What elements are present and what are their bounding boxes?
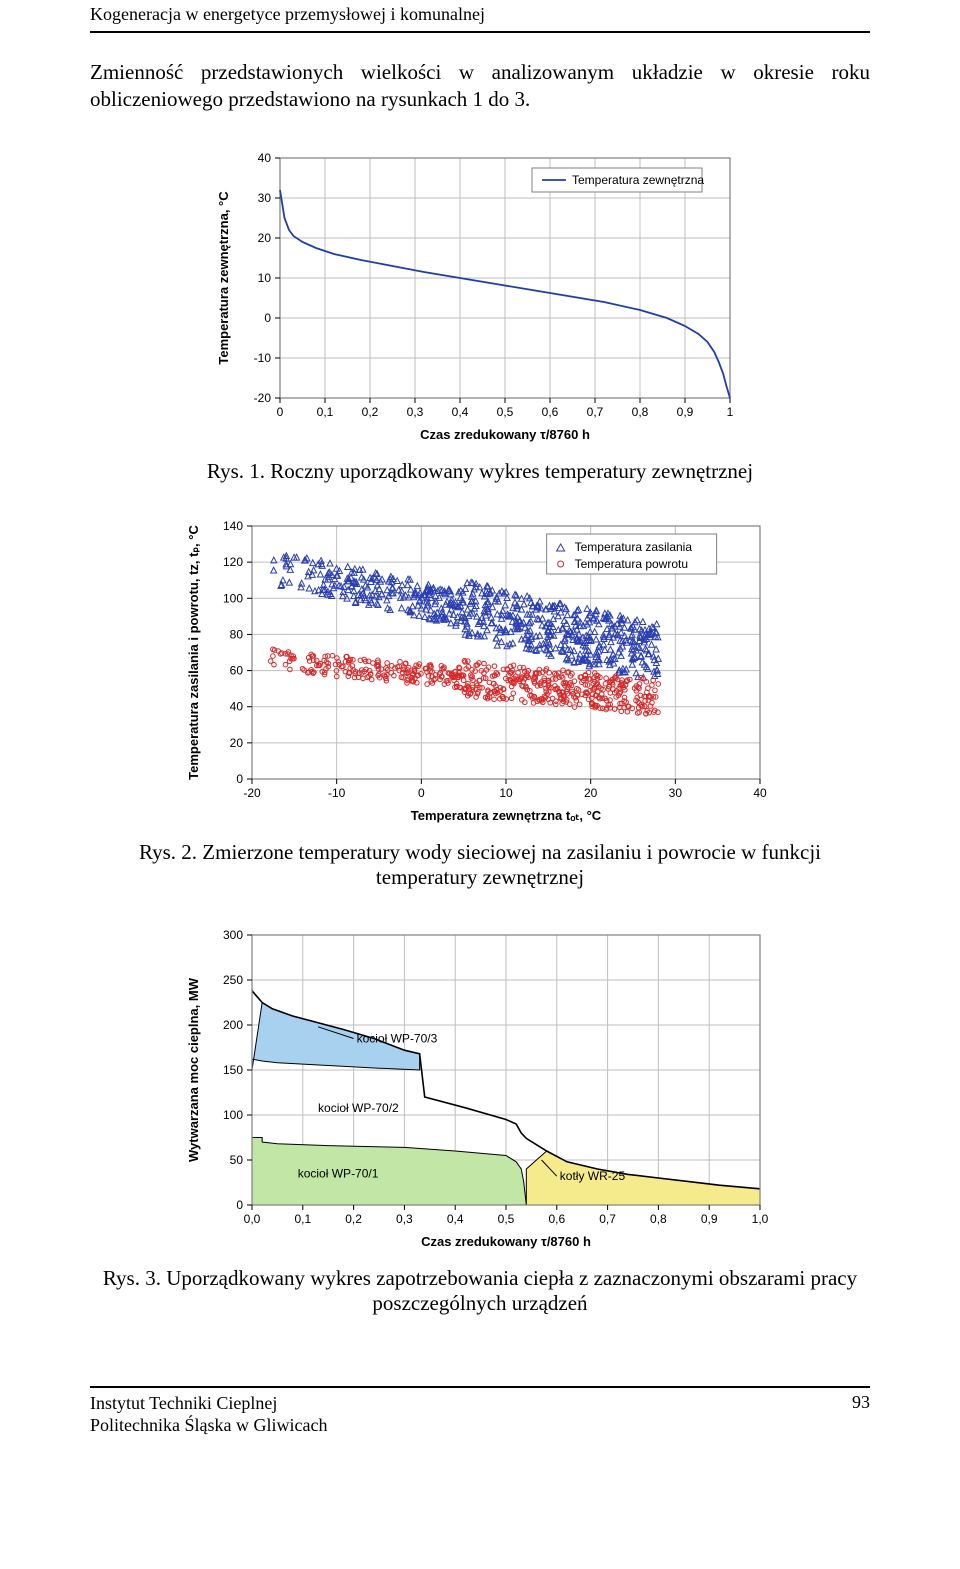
svg-text:0,6: 0,6: [542, 405, 559, 419]
footer-line-2: Politechnika Śląska w Gliwicach: [90, 1414, 327, 1437]
svg-text:80: 80: [230, 627, 244, 641]
svg-text:60: 60: [230, 663, 244, 677]
svg-text:Czas zredukowany τ/8760 h: Czas zredukowany τ/8760 h: [421, 1234, 591, 1249]
header-title: Kogeneracja w energetyce przemysłowej i …: [90, 4, 485, 24]
svg-text:120: 120: [223, 555, 243, 569]
fig3-caption: Rys. 3. Uporządkowany wykres zapotrzebow…: [90, 1266, 870, 1316]
svg-text:20: 20: [258, 231, 272, 245]
svg-text:30: 30: [669, 786, 683, 800]
svg-text:-10: -10: [328, 786, 346, 800]
svg-text:0,5: 0,5: [497, 405, 514, 419]
svg-text:0: 0: [236, 772, 243, 786]
svg-text:0,3: 0,3: [407, 405, 424, 419]
svg-text:40: 40: [230, 699, 244, 713]
body-paragraph: Zmienność przedstawionych wielkości w an…: [90, 59, 870, 113]
svg-text:100: 100: [223, 591, 243, 605]
svg-text:0,6: 0,6: [548, 1212, 565, 1226]
svg-text:0,0: 0,0: [244, 1212, 261, 1226]
svg-text:-20: -20: [254, 391, 272, 405]
svg-text:0,7: 0,7: [587, 405, 604, 419]
svg-text:100: 100: [223, 1108, 243, 1122]
page-footer: Instytut Techniki Cieplnej Politechnika …: [90, 1386, 870, 1437]
svg-text:Temperatura zewnętrzna, °C: Temperatura zewnętrzna, °C: [216, 191, 231, 365]
svg-text:-10: -10: [254, 351, 272, 365]
svg-text:0,7: 0,7: [599, 1212, 616, 1226]
svg-text:0: 0: [236, 1198, 243, 1212]
footer-line-1: Instytut Techniki Cieplnej: [90, 1392, 327, 1415]
svg-text:40: 40: [258, 151, 272, 165]
svg-text:0,1: 0,1: [294, 1212, 311, 1226]
svg-text:0,8: 0,8: [632, 405, 649, 419]
svg-text:0,8: 0,8: [650, 1212, 667, 1226]
svg-text:20: 20: [584, 786, 598, 800]
svg-text:10: 10: [258, 271, 272, 285]
svg-text:0,9: 0,9: [677, 405, 694, 419]
svg-text:1,0: 1,0: [752, 1212, 769, 1226]
svg-text:0,9: 0,9: [701, 1212, 718, 1226]
fig2-caption: Rys. 2. Zmierzone temperatury wody sieci…: [90, 840, 870, 890]
fig2-chart: -20 -10 0 10 20 30 40 0 20 40 60 80 100 120 140 Tempera…: [180, 514, 780, 834]
svg-text:Temperatura zewnętrzna: Temperatura zewnętrzna: [572, 173, 704, 187]
svg-text:0,2: 0,2: [345, 1212, 362, 1226]
svg-text:0: 0: [277, 405, 284, 419]
svg-text:50: 50: [230, 1153, 244, 1167]
svg-text:40: 40: [753, 786, 767, 800]
svg-text:-20: -20: [243, 786, 261, 800]
fig1-chart: 0 0,1 0,2 0,3 0,4 0,5 0,6 0,7 0,8 0,9 1 -20 -10 0 10 20…: [210, 143, 750, 453]
fig3-chart: 0,0 0,1 0,2 0,3 0,4 0,5 0,6 0,7 0,8 0,9 1,0 0 50 100 1…: [180, 920, 780, 1260]
svg-text:0,2: 0,2: [362, 405, 379, 419]
svg-text:300: 300: [223, 928, 243, 942]
svg-text:10: 10: [499, 786, 513, 800]
svg-text:0: 0: [418, 786, 425, 800]
page-header: Kogeneracja w energetyce przemysłowej i …: [90, 0, 870, 33]
svg-text:Temperatura zasilania i powrot: Temperatura zasilania i powrotu, tz, tₚ,…: [186, 524, 201, 779]
svg-text:kocioł WP-70/2: kocioł WP-70/2: [318, 1101, 399, 1115]
svg-text:200: 200: [223, 1018, 243, 1032]
page-number: 93: [852, 1392, 870, 1413]
svg-text:kocioł WP-70/3: kocioł WP-70/3: [357, 1031, 438, 1045]
svg-text:0,1: 0,1: [317, 405, 334, 419]
svg-text:kotły WR-25: kotły WR-25: [560, 1169, 626, 1183]
svg-text:0,4: 0,4: [452, 405, 469, 419]
svg-text:20: 20: [230, 736, 244, 750]
fig1-caption: Rys. 1. Roczny uporządkowany wykres temp…: [90, 459, 870, 484]
svg-text:250: 250: [223, 973, 243, 987]
svg-text:150: 150: [223, 1063, 243, 1077]
svg-text:1: 1: [727, 405, 734, 419]
svg-text:Temperatura powrotu: Temperatura powrotu: [575, 557, 688, 571]
svg-text:0,5: 0,5: [498, 1212, 515, 1226]
svg-text:Temperatura zasilania: Temperatura zasilania: [575, 540, 693, 554]
svg-text:kocioł WP-70/1: kocioł WP-70/1: [298, 1166, 379, 1180]
svg-text:Czas zredukowany τ/8760 h: Czas zredukowany τ/8760 h: [420, 427, 590, 442]
svg-text:0: 0: [264, 311, 271, 325]
svg-text:30: 30: [258, 191, 272, 205]
svg-text:0,4: 0,4: [447, 1212, 464, 1226]
svg-text:0,3: 0,3: [396, 1212, 413, 1226]
svg-text:Temperatura zewnętrzna tₒₜ, °C: Temperatura zewnętrzna tₒₜ, °C: [411, 808, 602, 823]
svg-text:140: 140: [223, 519, 243, 533]
svg-text:Wytwarzana moc cieplna, MW: Wytwarzana moc cieplna, MW: [186, 977, 201, 1162]
